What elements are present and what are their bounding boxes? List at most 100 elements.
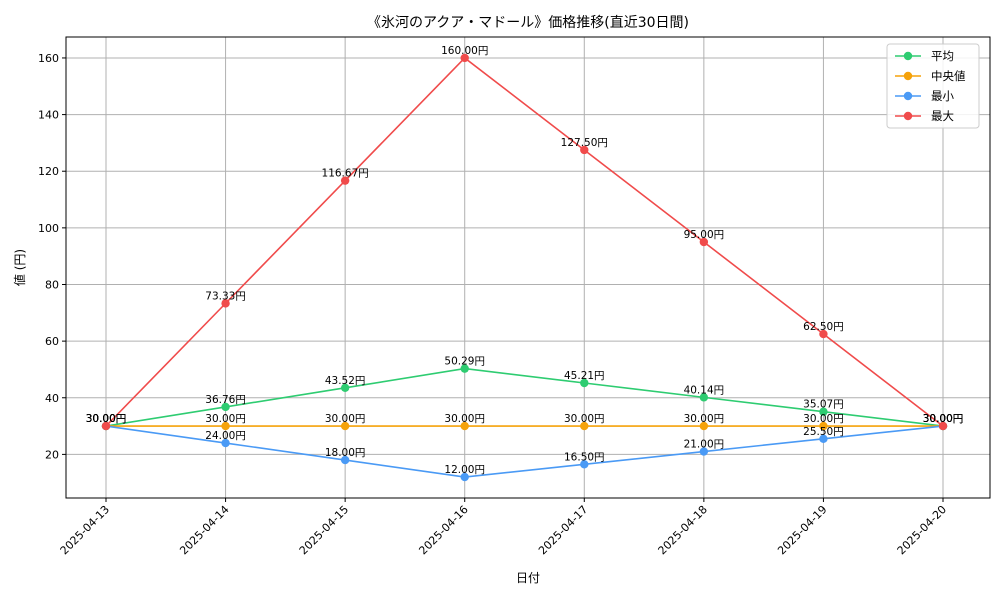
y-tick-label: 20 — [45, 448, 59, 461]
data-label: 35.07円 — [803, 399, 844, 411]
y-tick-label: 100 — [38, 222, 59, 235]
data-label: 30.00円 — [803, 413, 844, 425]
x-axis-label: 日付 — [516, 571, 540, 585]
data-point — [460, 421, 469, 431]
data-point — [340, 455, 350, 465]
data-labels-0: 30.00円 36.76円 43.52円 50.29円 45.21円 40.14円 35.0… — [86, 356, 964, 425]
data-label: 18.00円 — [325, 447, 366, 459]
data-label: 24.00円 — [205, 430, 246, 442]
x-tick-label: 2025-04-19 — [775, 503, 829, 557]
data-label: 30.00円 — [86, 413, 127, 425]
data-point — [460, 364, 469, 373]
data-label: 43.52円 — [325, 375, 366, 387]
data-label: 45.21円 — [564, 370, 605, 382]
y-tick-label: 140 — [38, 109, 59, 122]
data-label: 50.29円 — [444, 356, 485, 368]
y-axis: 20 40 60 80 100 120 140 160 — [38, 52, 66, 461]
series-line — [105, 367, 944, 427]
data-label: 25.50円 — [803, 426, 844, 438]
legend-item: 平均 — [895, 49, 954, 63]
legend-box — [886, 43, 980, 129]
data-label: 36.76円 — [205, 394, 246, 406]
legend-label: 最小 — [931, 89, 954, 103]
data-label: 30.00円 — [86, 413, 127, 425]
legend-item: 最小 — [895, 89, 954, 103]
y-tick-label: 80 — [45, 278, 59, 291]
data-label: 62.50円 — [803, 321, 844, 333]
data-label: 30.00円 — [923, 413, 964, 425]
y-axis-label: 値 (円) — [12, 249, 27, 286]
data-point — [580, 421, 589, 431]
x-axis: 2025-04-13 2025-04-14 2025-04-15 2025-04-16… — [58, 498, 949, 557]
data-point — [101, 421, 111, 431]
data-labels-2: 30.00円 24.00円 18.00円 12.00円 16.50円 21.00円 25.5… — [86, 413, 964, 476]
series-3 — [101, 53, 948, 431]
data-label: 95.00円 — [684, 229, 725, 241]
plot-frame — [65, 36, 991, 499]
legend-marker — [903, 91, 913, 101]
legend-marker — [903, 111, 913, 121]
legend-label: 平均 — [931, 49, 954, 63]
series-line — [105, 425, 944, 478]
x-tick-label: 2025-04-20 — [895, 503, 949, 557]
y-tick-label: 160 — [38, 52, 59, 65]
y-tick-label: 40 — [45, 392, 59, 405]
legend-marker — [903, 51, 913, 61]
y-tick-label: 120 — [38, 165, 59, 178]
data-label: 30.00円 — [923, 413, 964, 425]
x-tick-label: 2025-04-18 — [656, 503, 710, 557]
data-point — [699, 237, 709, 247]
data-label: 30.00円 — [923, 413, 964, 425]
x-tick-label: 2025-04-13 — [58, 503, 112, 557]
data-label: 21.00円 — [684, 439, 725, 451]
data-point — [699, 393, 709, 402]
data-label: 30.00円 — [923, 413, 964, 425]
legend-label: 最大 — [931, 109, 954, 123]
data-point — [340, 383, 350, 392]
data-point — [460, 472, 469, 482]
series-1 — [101, 421, 948, 431]
data-point — [340, 176, 350, 185]
data-label: 30.00円 — [205, 413, 246, 425]
x-tick-label: 2025-04-15 — [297, 503, 351, 557]
legend-item: 中央値 — [895, 69, 966, 83]
data-label: 40.14円 — [684, 384, 725, 396]
data-point — [221, 438, 230, 448]
data-label: 30.00円 — [325, 413, 366, 425]
data-labels-1: 30.00円 30.00円 30.00円 30.00円 30.00円 30.00円 30.0… — [86, 413, 964, 425]
data-point — [699, 421, 709, 431]
data-label: 30.00円 — [444, 413, 485, 425]
data-label: 73.33円 — [205, 290, 246, 302]
legend-marker — [903, 71, 913, 81]
data-label: 12.00円 — [444, 464, 485, 476]
data-point — [819, 329, 828, 339]
data-label: 30.00円 — [564, 413, 605, 425]
grid-lines — [66, 37, 990, 498]
data-point — [580, 460, 589, 469]
data-point — [221, 402, 230, 412]
x-tick-label: 2025-04-16 — [416, 503, 470, 557]
data-label: 16.50円 — [564, 451, 605, 463]
data-point — [819, 407, 828, 416]
legend-item: 最大 — [895, 109, 954, 123]
data-label: 30.00円 — [86, 413, 127, 425]
data-point — [221, 299, 230, 308]
data-labels-3: 30.00円 73.33円 116.67円 160.00円 127.50円 95.00円 6… — [86, 45, 964, 425]
data-point — [221, 421, 230, 431]
data-label: 127.50円 — [561, 137, 608, 149]
data-point — [819, 421, 828, 431]
data-point — [938, 421, 948, 431]
y-tick-label: 60 — [45, 335, 59, 348]
data-label: 160.00円 — [441, 45, 488, 57]
data-point — [699, 447, 709, 456]
data-point — [580, 378, 589, 388]
data-label: 30.00円 — [86, 413, 127, 425]
data-point — [460, 53, 469, 63]
series-line — [105, 56, 944, 427]
data-point — [819, 434, 828, 444]
data-label: 30.00円 — [684, 413, 725, 425]
x-tick-label: 2025-04-17 — [536, 503, 590, 557]
data-point — [580, 145, 589, 155]
